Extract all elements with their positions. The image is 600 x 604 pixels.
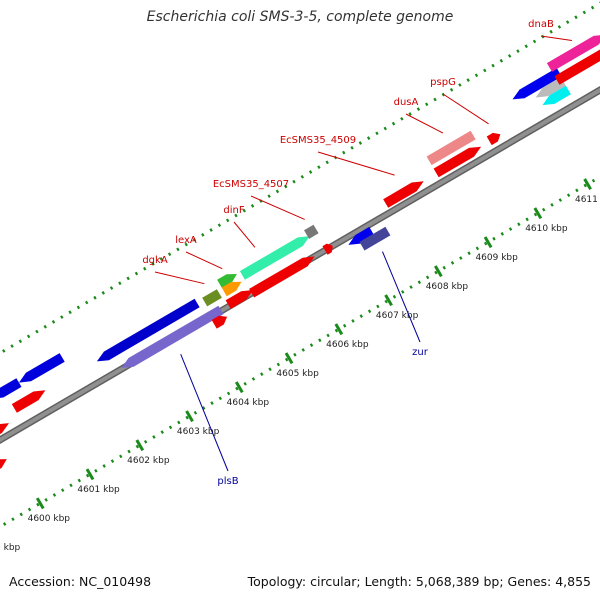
gene-label-plsb: plsB — [217, 476, 238, 487]
gene-arrow-dgka — [202, 289, 222, 306]
leader-line — [443, 94, 489, 124]
gene-label-pspg: pspG — [430, 77, 456, 88]
accession-label: Accession: NC_010498 — [9, 574, 151, 589]
gene-arrow-unnamed-1 — [0, 378, 22, 399]
inner-tick-lane — [0, 68, 600, 593]
leader-line — [541, 36, 572, 40]
map-title: Escherichia coli SMS-3-5, complete genom… — [0, 9, 600, 25]
genome-backbone — [0, 0, 600, 567]
genome-backbone-core — [0, 0, 600, 567]
tick-label: 4602 kbp — [127, 456, 170, 466]
gene-label-zur: zur — [412, 347, 429, 358]
tick-label: 4601 kbp — [77, 485, 120, 495]
outer-tick-lane — [0, 0, 600, 463]
gene-arrow-unnamed-5 — [0, 459, 7, 473]
tick-label: 4607 kbp — [376, 311, 419, 321]
gene-arrow-dinf — [240, 236, 310, 280]
leader-line — [318, 152, 395, 175]
leader-line — [251, 196, 305, 219]
tick-label: 4599 kbp — [0, 543, 21, 553]
gene-label-dgka: dgkA — [142, 255, 167, 266]
tick-label: 4606 kbp — [326, 340, 369, 350]
gene-label-dinf: dinF — [223, 205, 244, 216]
tick-label: 4608 kbp — [426, 282, 469, 292]
genome-summary-label: Topology: circular; Length: 5,068,389 bp… — [248, 574, 591, 589]
gene-label-ecsms35-4507: EcSMS35_4507 — [213, 179, 289, 190]
tick-label: 4605 kbp — [276, 369, 319, 379]
leader-line — [155, 272, 204, 284]
leader-line — [234, 222, 255, 247]
gene-label-ecsms35-4509: EcSMS35_4509 — [280, 135, 356, 146]
leader-line — [406, 114, 443, 133]
tick-label: 4610 kbp — [525, 224, 568, 234]
gene-label-dusa: dusA — [394, 97, 419, 108]
gene-arrow-unnamed-2 — [19, 353, 65, 383]
tick-label: 4609 kbp — [475, 253, 518, 263]
leader-line — [186, 252, 222, 269]
gene-arrow-unnamed-4 — [12, 390, 46, 412]
gene-arrow-pspg — [487, 133, 501, 145]
tick-label: 4604 kbp — [227, 398, 270, 408]
tick-label: 4600 kbp — [28, 514, 71, 524]
gene-label-lexa: lexA — [175, 235, 197, 246]
tick-label: 4611 kbp — [575, 195, 600, 205]
